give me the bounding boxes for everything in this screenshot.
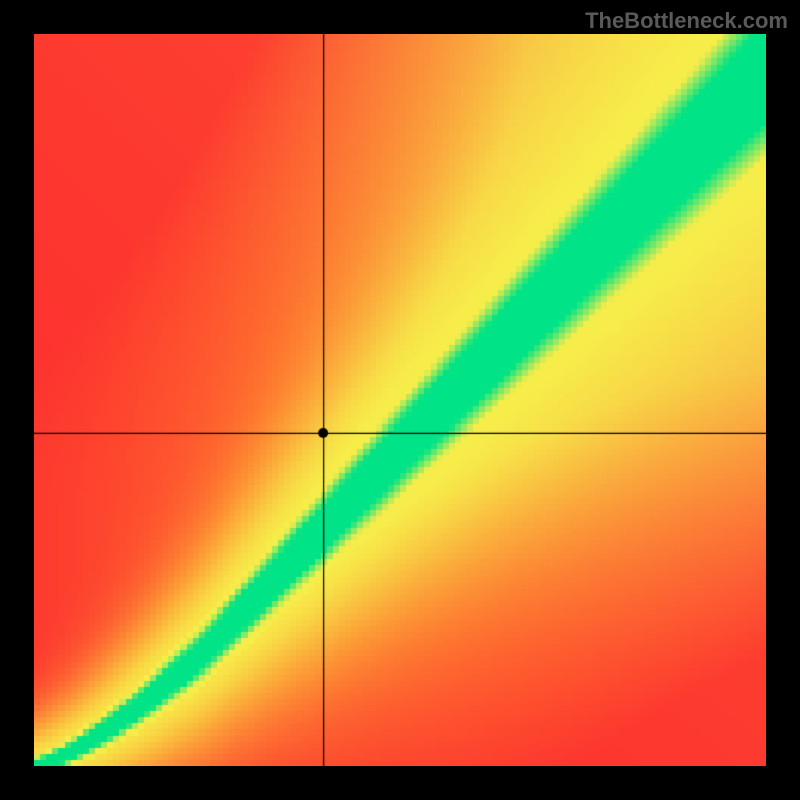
chart-container: { "watermark": "TheBottleneck.com", "cha… xyxy=(0,0,800,800)
heatmap-canvas xyxy=(34,34,766,766)
watermark-text: TheBottleneck.com xyxy=(585,8,788,34)
